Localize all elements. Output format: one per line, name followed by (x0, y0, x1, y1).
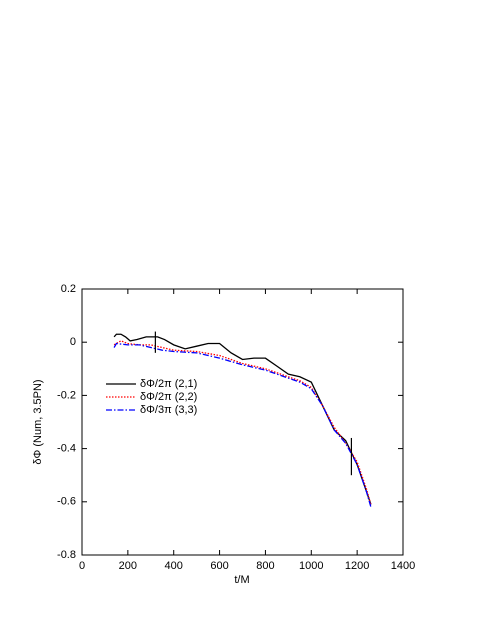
series-line (113, 340, 372, 505)
x-tick-label: 200 (119, 560, 137, 572)
x-tick-label: 1400 (391, 560, 415, 572)
x-tick-label: 1000 (299, 560, 323, 572)
legend-label: δΦ/2π (2,2) (140, 391, 197, 403)
y-tick-label: -0.2 (57, 389, 76, 401)
legend-label: δΦ/2π (2,1) (140, 378, 197, 390)
y-tick-label: -0.4 (57, 443, 76, 455)
y-axis-label: δΦ (Num, 3.5PN) (32, 379, 44, 464)
x-tick-label: 800 (256, 560, 274, 572)
x-tick-label: 1200 (345, 560, 369, 572)
series-line (113, 333, 372, 505)
plot-frame (81, 288, 404, 556)
x-tick-label: 400 (165, 560, 183, 572)
series-line (113, 342, 372, 508)
y-tick-label: -0.6 (57, 496, 76, 508)
y-tick-label: 0 (70, 336, 76, 348)
y-tick-label: 0.2 (61, 283, 76, 295)
y-tick-label: -0.8 (57, 549, 76, 561)
x-tick-label: 0 (79, 560, 85, 572)
x-tick-label: 600 (210, 560, 228, 572)
x-axis-label: t/M (234, 574, 249, 586)
legend-label: δΦ/3π (3,3) (140, 404, 197, 416)
